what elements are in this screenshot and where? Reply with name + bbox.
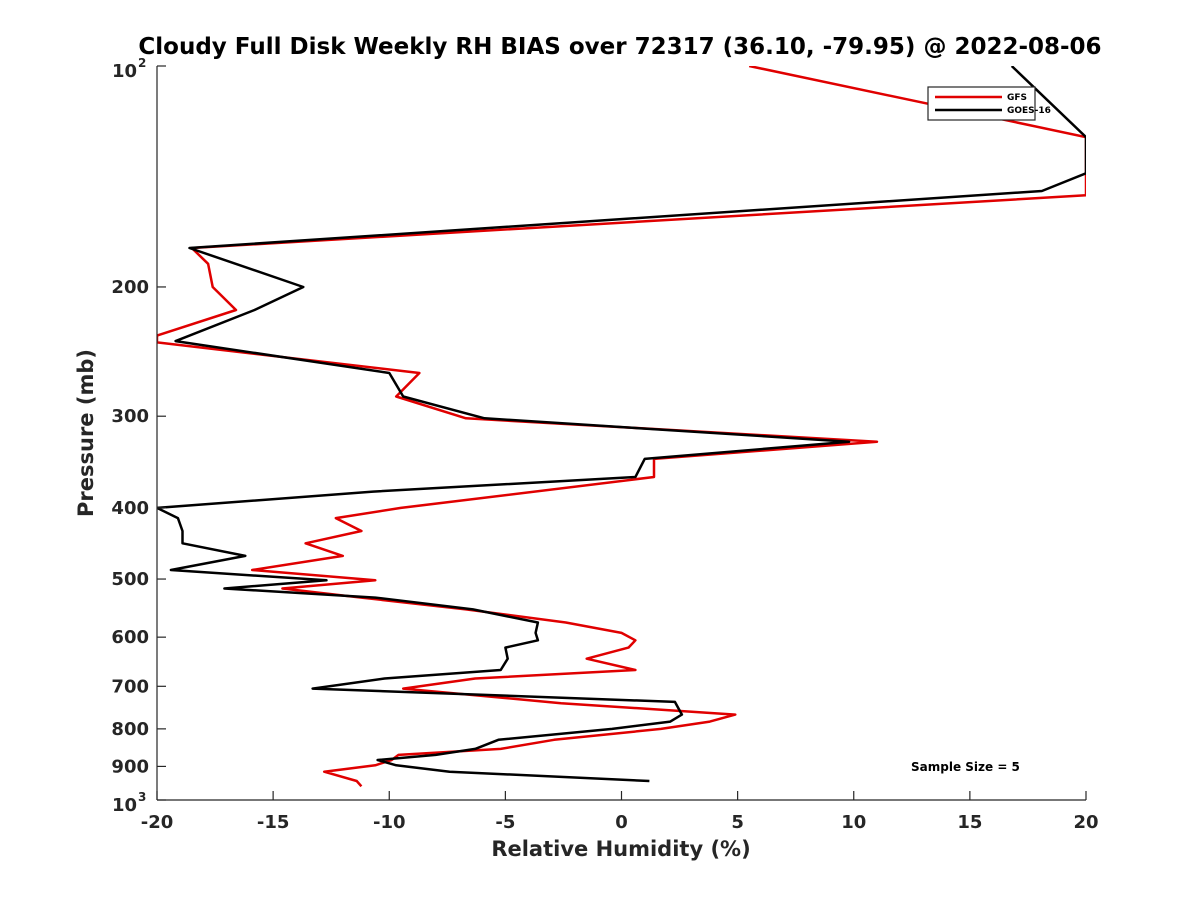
y-tick-label-exponent: 3 — [138, 790, 146, 804]
x-tick-label: -15 — [257, 812, 290, 833]
x-tick-label: 10 — [841, 812, 866, 833]
chart-title: Cloudy Full Disk Weekly RH BIAS over 723… — [138, 34, 1101, 60]
y-tick-label-exponent: 2 — [138, 56, 146, 70]
x-axis-ticks: -20 -15 -10 -5 0 5 10 15 20 — [141, 791, 1099, 833]
y-tick-label: 700 — [111, 676, 149, 697]
legend: GFS GOES-16 — [928, 87, 1051, 120]
legend-label-gfs: GFS — [1007, 93, 1027, 103]
series-line-goes-16 — [157, 66, 1086, 781]
x-tick-label: -10 — [373, 812, 406, 833]
x-axis-label: Relative Humidity (%) — [491, 837, 750, 861]
rh-bias-chart: Cloudy Full Disk Weekly RH BIAS over 723… — [0, 0, 1200, 900]
x-tick-label: -5 — [495, 812, 515, 833]
y-axis-label: Pressure (mb) — [74, 349, 98, 517]
y-tick-label: 200 — [111, 277, 149, 298]
y-tick-label: 800 — [111, 719, 149, 740]
y-tick-label: 500 — [111, 569, 149, 590]
plot-area — [157, 66, 1086, 800]
y-tick-label: 400 — [111, 498, 149, 519]
y-tick-label: 10 — [112, 795, 137, 816]
x-tick-label: 0 — [615, 812, 628, 833]
x-tick-label: 20 — [1073, 812, 1098, 833]
y-tick-label: 600 — [111, 627, 149, 648]
y-tick-label: 300 — [111, 406, 149, 427]
y-tick-label: 10 — [112, 61, 137, 82]
x-tick-label: 5 — [731, 812, 744, 833]
legend-label-goes16: GOES-16 — [1007, 106, 1051, 116]
x-tick-label: -20 — [141, 812, 174, 833]
y-tick-label: 900 — [111, 756, 149, 777]
series-group — [157, 66, 1086, 786]
sample-size-annotation: Sample Size = 5 — [911, 760, 1020, 774]
x-tick-label: 15 — [957, 812, 982, 833]
